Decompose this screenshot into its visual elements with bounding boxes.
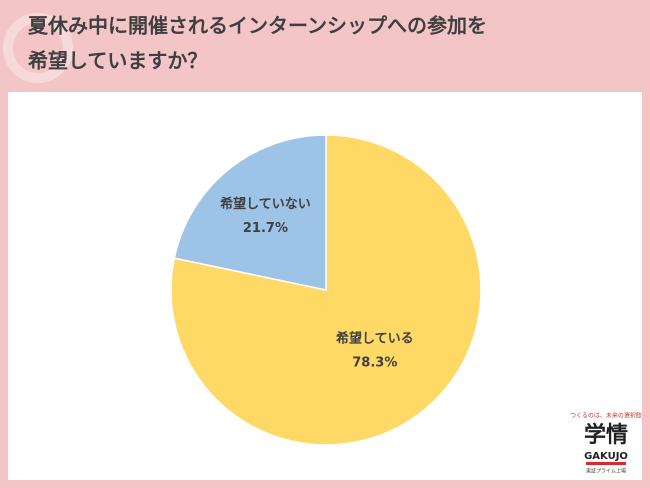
chart-title: 希望していますか？ — [28, 49, 207, 73]
slice-label: 希望していない — [220, 196, 311, 212]
logo-bar — [586, 462, 626, 465]
pie-slice — [170, 134, 482, 446]
logo-listing: 東証プライム上場 — [586, 468, 626, 475]
value-label: 21.7% — [243, 221, 288, 236]
logo-name: 学情 — [584, 422, 628, 448]
decoration — [3, 13, 73, 83]
logo-tagline: つくるのは、未来の選択肢 — [570, 412, 642, 420]
logo-romaji: GAKUJO — [584, 451, 628, 462]
chart-title: 夏休み中に開催されるインターンシップへの参加を — [28, 14, 487, 38]
slice-label: 希望している — [336, 331, 414, 347]
value-label: 78.3% — [352, 356, 397, 371]
logo: つくるのは、未来の選択肢 学情 GAKUJO 東証プライム上場 — [570, 412, 642, 475]
pie-slice — [173, 134, 327, 291]
